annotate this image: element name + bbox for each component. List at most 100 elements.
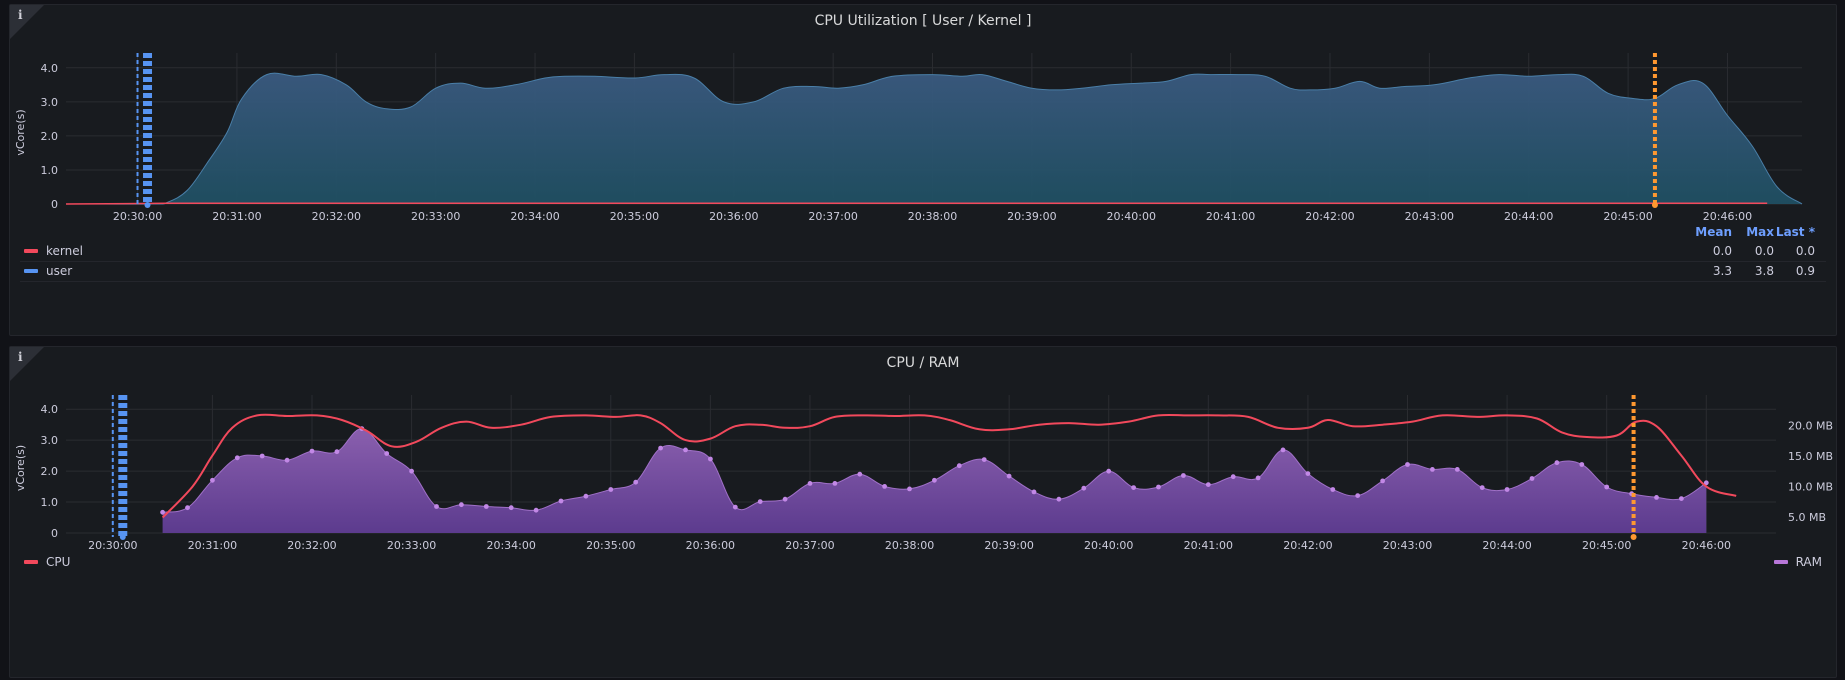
ram-data-point <box>1031 489 1037 495</box>
ram-data-point <box>1255 475 1261 481</box>
ram-data-point <box>483 504 489 509</box>
kernel-series-line <box>65 202 1768 205</box>
x-tick-label: 20:41:00 <box>1184 539 1233 552</box>
panel-title[interactable]: CPU / RAM <box>886 355 960 371</box>
y-tick-label: 2.0 <box>41 465 59 478</box>
x-tick-label: 20:40:00 <box>1084 539 1133 552</box>
y2-tick-label: 5.0 MB <box>1788 511 1826 524</box>
ram-data-point <box>1380 478 1385 484</box>
ram-data-point <box>832 481 838 486</box>
ram-data-point <box>1056 496 1062 502</box>
x-tick-label: 20:35:00 <box>610 210 659 223</box>
x-tick-label: 20:36:00 <box>709 210 758 223</box>
ram-data-point <box>633 479 639 485</box>
y-tick-label: 0 <box>51 527 58 540</box>
x-tick-label: 20:46:00 <box>1703 210 1752 223</box>
ram-data-point <box>1430 467 1435 472</box>
ram-data-point <box>1654 495 1659 500</box>
ram-data-point <box>932 477 937 483</box>
x-tick-label: 20:38:00 <box>908 210 957 223</box>
ram-data-point <box>956 463 962 469</box>
ram-data-point <box>608 487 614 492</box>
cpu-utilization-chart[interactable]: 20:30:00 20:31:00 20:32:00 20:33:00 20:34:00… <box>10 5 1838 337</box>
y2-tick-label: 10.0 MB <box>1788 480 1833 493</box>
legend-header-mean[interactable]: Mean <box>1695 225 1732 239</box>
ram-data-point <box>1579 462 1585 467</box>
ram-data-point <box>160 509 166 515</box>
x-tick-label: 20:35:00 <box>586 539 635 552</box>
annotation-marker <box>119 534 126 540</box>
annotation-marker <box>1651 202 1658 208</box>
y2-tick-label: 15.0 MB <box>1788 450 1833 463</box>
x-tick-label: 20:39:00 <box>1007 210 1056 223</box>
ram-data-point <box>459 502 464 508</box>
legend-item-cpu[interactable]: CPU <box>24 555 70 569</box>
ram-data-point <box>1679 496 1684 501</box>
panel-title[interactable]: CPU Utilization [ User / Kernel ] <box>814 13 1032 29</box>
legend-item-kernel[interactable]: kernel <box>24 244 83 258</box>
ram-data-point <box>583 493 589 499</box>
kernel-last: 0.0 <box>1795 244 1815 258</box>
ram-data-point <box>1554 460 1560 466</box>
ram-data-point <box>1106 468 1112 474</box>
y-tick-label: 0 <box>51 198 58 211</box>
y-tick-label: 3.0 <box>41 96 59 109</box>
ram-data-point <box>558 498 564 504</box>
cpu-series-line <box>161 413 1737 519</box>
x-tick-label: 20:32:00 <box>287 539 336 552</box>
legend-item-user[interactable]: user <box>24 264 72 278</box>
x-tick-label: 20:44:00 <box>1482 539 1531 552</box>
ram-data-point <box>1081 485 1087 491</box>
ram-data-point <box>732 504 738 510</box>
kernel-mean: 0.0 <box>1712 244 1732 258</box>
x-tick-label: 20:43:00 <box>1383 539 1432 552</box>
ram-data-point <box>857 471 863 477</box>
cpu-ram-panel: i CPU / RAM 20:30:00 20:31:00 20:32:00 20:3… <box>9 346 1837 678</box>
ram-data-point <box>384 451 390 456</box>
panel-header-corner <box>10 347 44 381</box>
x-tick-label: 20:40:00 <box>1107 210 1156 223</box>
x-tick-label: 20:46:00 <box>1682 539 1731 552</box>
x-tick-label: 20:43:00 <box>1405 210 1454 223</box>
ram-data-point <box>1504 487 1510 492</box>
panel-header-corner <box>10 5 44 39</box>
x-tick-label: 20:41:00 <box>1206 210 1255 223</box>
user-area <box>66 73 1802 205</box>
x-tick-label: 20:37:00 <box>785 539 834 552</box>
ram-data-point <box>434 504 439 509</box>
x-tick-label: 20:30:00 <box>88 539 137 552</box>
info-icon[interactable]: i <box>18 350 23 364</box>
y2-tick-label: 20.0 MB <box>1788 420 1833 433</box>
cpu-swatch <box>24 560 38 564</box>
ram-data-point <box>259 453 265 459</box>
ram-data-point <box>1703 480 1709 486</box>
ram-data-point <box>185 505 190 511</box>
user-mean: 3.3 <box>1712 264 1732 278</box>
legend-divider <box>20 261 1826 262</box>
user-max: 3.8 <box>1754 264 1774 278</box>
info-icon[interactable]: i <box>18 8 23 22</box>
ram-data-point <box>1280 447 1286 453</box>
cpu-utilization-panel: i CPU Utilization [ User / Kernel ] 20:3… <box>9 4 1837 336</box>
legend-header-last[interactable]: Last * <box>1775 225 1815 239</box>
ram-data-point <box>683 447 688 453</box>
ram-data-point <box>708 456 713 462</box>
x-tick-label: 20:31:00 <box>188 539 237 552</box>
legend-header-max[interactable]: Max <box>1746 225 1774 239</box>
cpu-ram-chart[interactable]: 20:30:00 20:31:00 20:32:00 20:33:00 20:34:00… <box>10 347 1838 679</box>
x-tick-label: 20:31:00 <box>212 210 261 223</box>
user-series-line <box>65 72 1803 205</box>
x-tick-label: 20:42:00 <box>1305 210 1354 223</box>
ram-data-point <box>1205 482 1211 487</box>
y-axis-label: vCore(s) <box>14 445 27 491</box>
legend-item-ram[interactable]: RAM <box>1773 555 1822 569</box>
y-tick-label: 1.0 <box>41 164 59 177</box>
y-tick-label: 3.0 <box>41 434 59 447</box>
ram-data-point <box>1355 493 1361 498</box>
ram-data-point <box>1305 471 1311 476</box>
ram-data-point <box>1479 485 1485 490</box>
user-last: 0.9 <box>1795 264 1815 278</box>
ram-data-point <box>284 457 290 463</box>
ram-data-point <box>1529 476 1535 481</box>
ram-data-point <box>309 448 315 454</box>
